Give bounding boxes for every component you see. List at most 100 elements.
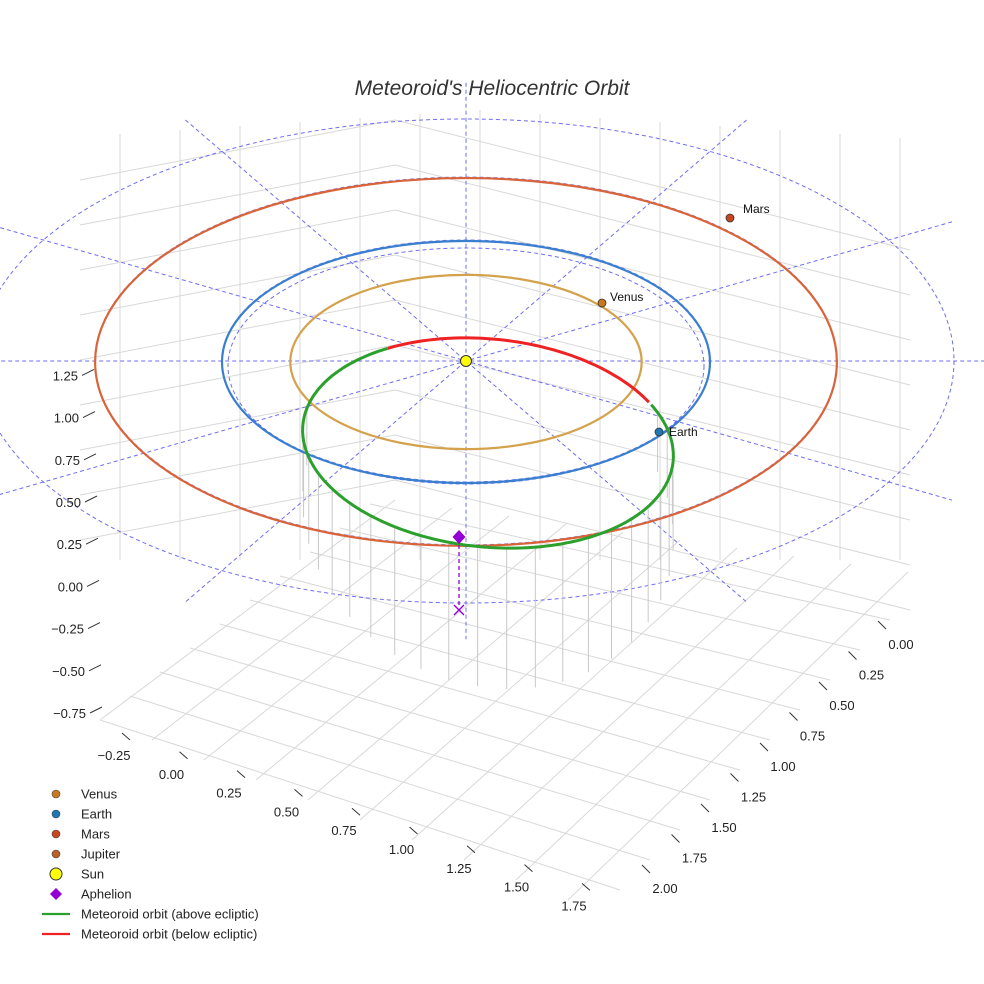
- x-tick-label: −0.25: [98, 748, 131, 763]
- z-tick: [81, 368, 95, 376]
- meteoroid-orbit-below: [387, 336, 650, 404]
- y-tick: [877, 620, 887, 630]
- grid-line: [79, 479, 396, 541]
- x-tick: [121, 732, 131, 741]
- grid-line: [463, 555, 795, 861]
- x-tick: [466, 845, 476, 854]
- z-tick: [87, 622, 101, 630]
- x-tick-label: 1.50: [504, 880, 529, 895]
- legend-circle: [51, 809, 61, 819]
- grid-line: [203, 515, 510, 761]
- z-tick-label: −0.50: [52, 664, 85, 679]
- planet-markers: Venus Earth Mars: [452, 202, 770, 616]
- grid-line: [369, 503, 891, 621]
- mars-label: Mars: [743, 202, 770, 216]
- y-tick-label: 0.25: [859, 668, 884, 683]
- x-tick: [236, 770, 246, 778]
- grid-line: [339, 527, 861, 651]
- grid-line: [307, 531, 624, 801]
- legend-label: Mars: [81, 827, 110, 842]
- grid-line: [79, 119, 396, 181]
- legend-label: Venus: [81, 787, 118, 802]
- x-tick: [409, 826, 418, 835]
- z-tick-label: −0.75: [53, 706, 86, 721]
- meteoroid-orbit-above: [301, 346, 675, 550]
- x-tick-label: 0.50: [274, 804, 299, 819]
- y-tick: [641, 864, 651, 874]
- grid-line: [219, 623, 741, 771]
- grid-line: [394, 344, 911, 476]
- legend-label: Earth: [81, 807, 112, 822]
- grid-line: [99, 719, 621, 891]
- y-tick: [848, 651, 857, 660]
- y-tick: [818, 681, 828, 691]
- z-tick-label: 1.00: [54, 411, 79, 426]
- legend-label: Meteoroid orbit (below ecliptic): [81, 927, 257, 942]
- grid-line: [394, 254, 911, 386]
- z-tick: [82, 411, 96, 419]
- y-tick-label: 0.00: [888, 637, 913, 652]
- legend-label: Aphelion: [81, 887, 132, 902]
- grid-line: [79, 164, 396, 226]
- legend-circle: [49, 867, 63, 881]
- y-tick: [700, 803, 710, 813]
- y-tick-label: 1.25: [741, 790, 766, 805]
- z-tick: [86, 579, 100, 587]
- legend: Venus Earth Mars Jupiter Sun Aphelion Meteoroi…: [42, 787, 259, 942]
- y-tick-label: 1.00: [770, 759, 795, 774]
- y-tick-label: 0.75: [800, 729, 825, 744]
- mars-marker: [725, 213, 735, 223]
- legend-label: Meteoroid orbit (above ecliptic): [81, 907, 259, 922]
- legend-diamond: [50, 888, 62, 900]
- grid-line: [394, 119, 911, 251]
- legend-item: Sun: [49, 867, 104, 882]
- z-tick-label: 1.25: [53, 368, 78, 383]
- x-tick-label: 0.75: [331, 823, 356, 838]
- legend-item: Meteoroid orbit (below ecliptic): [42, 927, 257, 942]
- grid-line: [309, 551, 831, 681]
- z-tick-label: 0.25: [57, 537, 82, 552]
- x-tick-label: 1.75: [561, 898, 586, 913]
- grid-line: [394, 164, 911, 296]
- venus-orbit: [289, 273, 643, 451]
- x-tick: [179, 751, 188, 760]
- grid-line: [99, 499, 396, 721]
- legend-item: Mars: [51, 827, 110, 842]
- grid-line: [129, 695, 651, 861]
- legend-circle: [51, 849, 61, 859]
- grid-line: [359, 539, 681, 821]
- earth-label: Earth: [669, 425, 698, 439]
- y-tick: [789, 712, 798, 721]
- grid-line: [255, 523, 567, 781]
- legend-label: Jupiter: [81, 847, 121, 862]
- z-tick: [85, 537, 99, 545]
- grid-line: [279, 575, 801, 711]
- orbit-drop-lines: [302, 408, 674, 689]
- venus-marker: [597, 298, 607, 308]
- z-tick: [89, 706, 103, 714]
- x-tick-label: 0.25: [216, 786, 241, 801]
- y-tick: [730, 773, 739, 782]
- x-tick-label: 0.00: [159, 767, 184, 782]
- z-tick: [84, 495, 98, 503]
- legend-item: Earth: [51, 807, 112, 822]
- sun-marker: [460, 355, 472, 367]
- x-tick-label: 1.25: [446, 861, 471, 876]
- grid-line: [249, 599, 771, 741]
- y-tick-label: 1.75: [682, 851, 707, 866]
- axis-ticks: −0.75 −0.50 −0.25 0.00 0.25 0.50 0.75 1.00 1.25 −…: [51, 368, 914, 913]
- grid-line: [411, 547, 738, 841]
- earth-marker: [654, 427, 664, 437]
- y-tick: [671, 834, 680, 843]
- x-tick: [581, 883, 591, 891]
- y-tick-label: 2.00: [652, 881, 677, 896]
- x-tick: [524, 864, 533, 872]
- y-tick-label: 0.50: [829, 698, 854, 713]
- x-tick-label: 1.00: [389, 842, 414, 857]
- grid-line: [394, 479, 911, 611]
- grid-line: [79, 434, 396, 496]
- grid-line: [151, 507, 453, 741]
- z-tick-label: 0.00: [58, 579, 83, 594]
- grid-line: [394, 434, 911, 566]
- venus-label: Venus: [610, 290, 643, 304]
